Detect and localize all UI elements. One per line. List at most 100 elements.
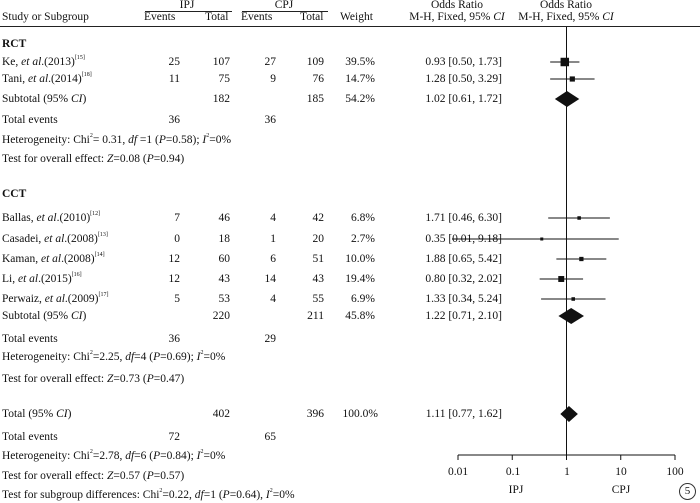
ipj-events: 36: [168, 114, 181, 126]
ipj-total: 182: [212, 93, 230, 105]
ipj-group-header: IPJ: [179, 0, 195, 11]
total-events-label: Total events: [2, 431, 58, 443]
axis-tick-label: 10: [615, 466, 627, 478]
cpj-events: 36: [264, 114, 277, 126]
group-label-cct: CCT: [2, 188, 27, 200]
ipj-events: 25: [168, 56, 181, 68]
weight-value: 45.8%: [345, 310, 375, 322]
cpj-events: 4: [270, 212, 276, 224]
ipj-events: 5: [174, 293, 180, 305]
cpj-events: 29: [264, 333, 277, 345]
subtotal-label: Subtotal (95% CI): [2, 93, 87, 105]
ipj-total: 18: [218, 233, 231, 245]
study-name: Li, et al.(2015)[16]: [2, 272, 82, 285]
ipj-total: 402: [212, 408, 230, 420]
ipj-events: 7: [174, 212, 180, 224]
ipj-events: 36: [168, 333, 181, 345]
weight-header: Weight: [340, 11, 373, 23]
weight-value: 14.7%: [345, 73, 375, 85]
study-name: Ballas, et al.(2010)[12]: [2, 211, 101, 224]
cpj-total: 51: [312, 253, 325, 265]
study-name: Ke, et al.(2013)[15]: [2, 55, 85, 68]
cpj-total: 55: [312, 293, 325, 305]
subtotal-label: Subtotal (95% CI): [2, 310, 87, 322]
cpj-events: 27: [264, 56, 277, 68]
weight-value: 100.0%: [342, 408, 378, 420]
total-events-label: Total events: [2, 333, 58, 345]
cpj-total: 211: [307, 310, 324, 322]
overall-effect-text: Test for overall effect: Z=0.08 (P=0.94): [2, 153, 185, 165]
or-value: 1.88 [0.65, 5.42]: [425, 253, 502, 265]
summary-diamond: [560, 406, 578, 422]
or-value: 1.28 [0.50, 3.29]: [425, 73, 502, 85]
cpj-events: 6: [270, 253, 276, 265]
axis-tick-label: 1: [564, 466, 570, 478]
cpj-events: 14: [264, 273, 277, 285]
study-name: Tani, et al.(2014)[18]: [2, 72, 92, 85]
cpj-events-header: Events: [241, 11, 273, 23]
overall-effect-text: Test for overall effect: Z=0.73 (P=0.47): [2, 373, 185, 385]
cpj-total: 43: [312, 273, 325, 285]
overall-effect-text: Test for overall effect: Z=0.57 (P=0.57): [2, 470, 185, 482]
heterogeneity-text: Heterogeneity: Chi2= 0.31, df =1 (P=0.58…: [2, 133, 232, 146]
study-point-marker: [560, 57, 570, 67]
axis-tick-label: 0.01: [447, 466, 469, 478]
cpj-events: 9: [270, 73, 276, 85]
total-label: Total (95% CI): [2, 408, 72, 420]
cpj-events: 4: [270, 293, 276, 305]
cpj-total: 42: [312, 212, 325, 224]
weight-value: 6.9%: [351, 293, 375, 305]
weight-value: 54.2%: [345, 93, 375, 105]
cpj-total: 20: [312, 233, 325, 245]
summary-diamond: [558, 308, 584, 324]
ipj-total: 46: [218, 212, 231, 224]
study-point-marker: [579, 256, 584, 262]
ipj-header-rule: [145, 11, 232, 12]
or-value: 1.71 [0.46, 6.30]: [425, 212, 502, 224]
cpj-header-rule: [242, 11, 328, 12]
cpj-group-header: CPJ: [274, 0, 294, 11]
weight-value: 2.7%: [351, 233, 375, 245]
weight-value: 6.8%: [351, 212, 375, 224]
cpj-total: 109: [306, 56, 324, 68]
study-name: Casadei, et al.(2008)[13]: [2, 232, 108, 245]
total-events-label: Total events: [2, 114, 58, 126]
study-point-marker: [569, 76, 575, 82]
or-table-title: Odds Ratio: [430, 0, 484, 11]
ipj-events: 12: [168, 253, 181, 265]
or-value: 1.22 [0.71, 2.10]: [425, 310, 502, 322]
study-name: Kaman, et al.(2008)[14]: [2, 252, 105, 265]
cpj-total-header: Total: [300, 11, 324, 23]
ipj-total: 220: [212, 310, 230, 322]
cpj-total: 396: [306, 408, 324, 420]
col-study-header: Study or Subgroup: [2, 11, 89, 23]
study-point-marker: [571, 297, 575, 301]
ipj-total: 53: [218, 293, 231, 305]
ipj-events: 12: [168, 273, 181, 285]
page-number-badge: 5: [679, 483, 696, 500]
cpj-events: 65: [264, 431, 277, 443]
or-value: 1.11 [0.77, 1.62]: [425, 408, 502, 420]
ipj-total: 75: [218, 73, 231, 85]
or-value: 0.93 [0.50, 1.73]: [425, 56, 502, 68]
weight-value: 10.0%: [345, 253, 375, 265]
axis-label-ipj: IPJ: [508, 484, 524, 496]
or-plot-subtitle: M-H, Fixed, 95% CI: [518, 11, 614, 23]
study-point-marker: [540, 237, 544, 241]
axis-tick-label: 100: [666, 466, 684, 478]
or-value: 0.80 [0.32, 2.02]: [425, 273, 502, 285]
axis-tick-label: 0.1: [505, 466, 521, 478]
ipj-total: 107: [212, 56, 230, 68]
group-label-rct: RCT: [2, 38, 27, 50]
study-point-marker: [577, 216, 581, 220]
cpj-events: 1: [270, 233, 276, 245]
ipj-events: 0: [174, 233, 180, 245]
weight-value: 39.5%: [345, 56, 375, 68]
study-name: Perwaiz, et al.(2009)[17]: [2, 292, 109, 305]
ipj-total-header: Total: [205, 11, 229, 23]
study-point-marker: [558, 276, 565, 282]
or-value: 1.33 [0.34, 5.24]: [425, 293, 502, 305]
ipj-events: 11: [168, 73, 180, 85]
summary-diamond: [554, 91, 580, 107]
